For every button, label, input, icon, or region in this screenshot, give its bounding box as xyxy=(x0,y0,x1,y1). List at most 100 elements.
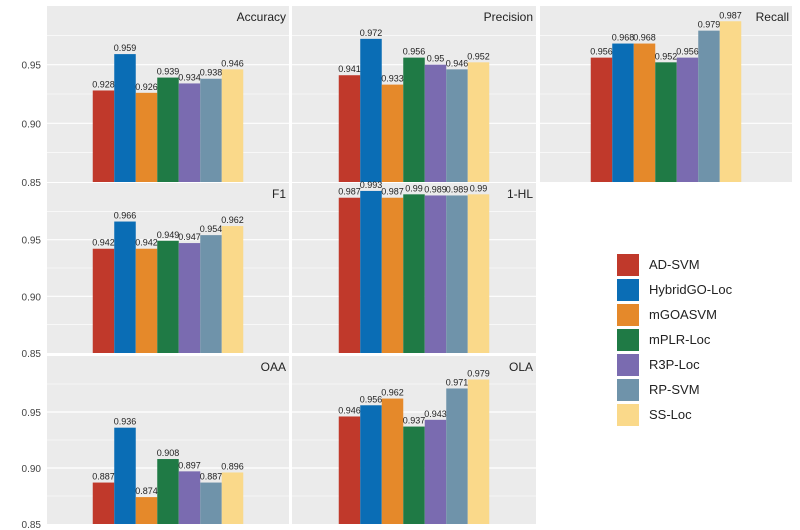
bar-mplr-loc xyxy=(157,77,179,182)
bar-ss-loc xyxy=(719,21,742,183)
bar-rp-svm xyxy=(200,78,222,182)
data-label: 0.926 xyxy=(135,82,158,92)
y-tick-label: 0.95 xyxy=(22,236,42,247)
data-label: 0.968 xyxy=(633,33,656,43)
data-label: 0.939 xyxy=(157,67,180,77)
bar-r3p-loc xyxy=(424,419,447,524)
legend-swatch xyxy=(617,403,639,426)
bar-ss-loc xyxy=(221,472,244,524)
bar-mgoasvm xyxy=(381,84,404,182)
y-tick-label: 0.90 xyxy=(22,464,42,475)
panel-title: F1 xyxy=(272,187,286,201)
data-label: 0.962 xyxy=(221,215,244,225)
data-label: 0.896 xyxy=(221,461,244,471)
panel-title: Recall xyxy=(756,10,789,24)
y-tick-label: 0.85 xyxy=(22,349,42,360)
bar-hybridgo-loc xyxy=(360,38,382,182)
legend-item: mPLR-Loc xyxy=(617,327,787,352)
bar-mgoasvm xyxy=(135,248,158,353)
bar-ad-svm xyxy=(92,482,115,524)
bar-hybridgo-loc xyxy=(360,405,382,524)
legend: AD-SVM HybridGO-Loc mGOASVM mPLR-Loc R3P-Loc… xyxy=(617,252,787,427)
legend-swatch xyxy=(617,328,639,351)
data-label: 0.987 xyxy=(719,10,742,20)
data-label: 0.938 xyxy=(200,68,223,78)
panel-title: Precision xyxy=(484,10,533,24)
y-tick-label: 0.85 xyxy=(22,520,42,530)
bar-hybridgo-loc xyxy=(114,54,136,182)
y-tick-label: 0.90 xyxy=(22,292,42,303)
data-label: 0.972 xyxy=(360,28,383,38)
bar-r3p-loc xyxy=(178,83,201,182)
data-label: 0.971 xyxy=(446,377,469,387)
bar-ss-loc xyxy=(467,194,490,353)
data-label: 0.937 xyxy=(403,416,426,426)
legend-label: R3P-Loc xyxy=(649,357,700,372)
data-label: 0.987 xyxy=(338,187,361,197)
bar-ad-svm xyxy=(590,57,613,183)
data-label: 0.956 xyxy=(360,394,383,404)
data-label: 0.987 xyxy=(381,187,404,197)
data-label: 0.934 xyxy=(178,72,201,82)
bar-r3p-loc xyxy=(178,243,201,353)
bar-ss-loc xyxy=(221,226,244,353)
data-label: 0.949 xyxy=(157,230,180,240)
data-label: 0.942 xyxy=(92,238,115,248)
bar-ad-svm xyxy=(338,416,361,524)
bar-rp-svm xyxy=(446,388,468,524)
bar-ss-loc xyxy=(467,62,490,182)
bar-mplr-loc xyxy=(157,459,179,524)
panel-title: OAA xyxy=(261,360,286,374)
bar-hybridgo-loc xyxy=(360,190,382,353)
bar-mplr-loc xyxy=(157,240,179,353)
data-label: 0.936 xyxy=(114,417,137,427)
legend-item: SS-Loc xyxy=(617,402,787,427)
data-label: 0.908 xyxy=(157,448,180,458)
legend-swatch xyxy=(617,303,639,326)
legend-swatch xyxy=(617,353,639,376)
legend-item: HybridGO-Loc xyxy=(617,277,787,302)
bar-hybridgo-loc xyxy=(114,221,136,353)
data-label: 0.946 xyxy=(446,58,469,68)
data-label: 0.966 xyxy=(114,211,137,221)
data-label: 0.952 xyxy=(655,51,678,61)
bar-ad-svm xyxy=(92,90,115,182)
data-label: 0.99 xyxy=(405,183,423,193)
legend-swatch xyxy=(617,378,639,401)
data-label: 0.956 xyxy=(590,47,613,57)
panel-title: 1-HL xyxy=(507,187,533,201)
legend-item: R3P-Loc xyxy=(617,352,787,377)
data-label: 0.941 xyxy=(338,64,361,74)
data-label: 0.956 xyxy=(676,47,699,57)
data-label: 0.946 xyxy=(338,405,361,415)
legend-label: HybridGO-Loc xyxy=(649,282,733,297)
legend-label: mPLR-Loc xyxy=(649,332,711,347)
y-tick-label: 0.95 xyxy=(22,408,42,419)
data-label: 0.897 xyxy=(178,460,201,470)
bar-ad-svm xyxy=(338,197,361,353)
panel-title: OLA xyxy=(509,360,533,374)
bar-hybridgo-loc xyxy=(114,427,136,524)
bar-mgoasvm xyxy=(135,497,158,524)
bar-ss-loc xyxy=(221,69,244,182)
bar-hybridgo-loc xyxy=(612,43,634,183)
data-label: 0.887 xyxy=(200,472,223,482)
bar-rp-svm xyxy=(698,30,720,182)
bar-mplr-loc xyxy=(403,57,425,183)
data-label: 0.95 xyxy=(427,54,445,64)
legend-swatch xyxy=(617,253,639,276)
panel-oaa: 0.8870.9360.8740.9080.8970.8870.896OAA0.… xyxy=(22,356,289,530)
data-label: 0.943 xyxy=(424,409,447,419)
bar-mplr-loc xyxy=(403,194,425,353)
bar-mgoasvm xyxy=(633,43,656,183)
legend-item: AD-SVM xyxy=(617,252,787,277)
data-label: 0.962 xyxy=(381,388,404,398)
data-label: 0.887 xyxy=(92,472,115,482)
bar-r3p-loc xyxy=(676,57,699,183)
bar-r3p-loc xyxy=(424,64,447,182)
